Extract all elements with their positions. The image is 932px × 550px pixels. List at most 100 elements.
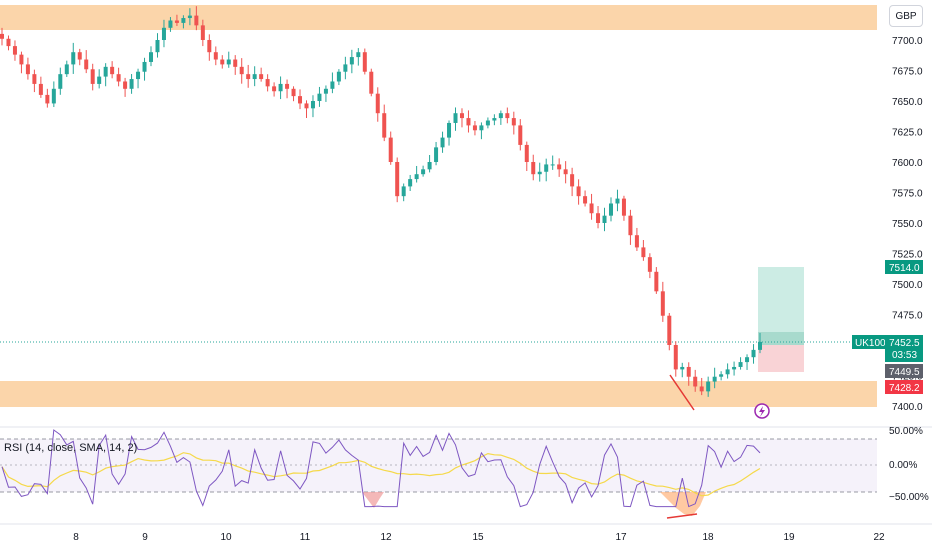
- candle-body: [466, 118, 471, 126]
- candle-body: [129, 79, 134, 89]
- candle-body: [252, 74, 257, 80]
- candle-body: [304, 103, 309, 109]
- candle-body: [492, 118, 497, 121]
- price-tick-label: 7625.0: [892, 128, 923, 139]
- symbol-tag: UK100: [852, 335, 886, 349]
- price-tick-label: 7525.0: [892, 250, 923, 261]
- candle-body: [719, 374, 724, 377]
- date-label: 10: [220, 532, 232, 543]
- candle-body: [278, 83, 283, 92]
- candle-body: [524, 144, 529, 162]
- candle-body: [213, 52, 218, 60]
- candle-body: [745, 357, 750, 363]
- candle-body: [375, 93, 380, 114]
- date-label: 15: [472, 532, 484, 543]
- rsi-title[interactable]: RSI (14, close, SMA, 14, 2): [4, 442, 137, 454]
- candle-body: [570, 174, 575, 187]
- svg-text:7428.2: 7428.2: [889, 383, 920, 394]
- candle-body: [110, 66, 115, 75]
- candle-body: [621, 198, 626, 216]
- candle-body: [84, 59, 89, 70]
- candle-body: [388, 137, 393, 162]
- candle-body: [349, 57, 354, 65]
- date-label: 18: [702, 532, 714, 543]
- candle-body: [45, 94, 50, 104]
- svg-text:7452.5: 7452.5: [889, 338, 920, 349]
- currency-button[interactable]: GBP: [889, 5, 923, 27]
- rsi-oversold-fill-2: [660, 492, 706, 516]
- candle-body: [725, 369, 730, 375]
- svg-text:7449.5: 7449.5: [889, 367, 920, 378]
- resistance-zone: [0, 5, 877, 30]
- candle-body: [647, 257, 652, 272]
- candle-body: [330, 81, 335, 89]
- candle-body: [343, 64, 348, 72]
- candle-body: [447, 122, 452, 138]
- date-label: 22: [873, 532, 885, 543]
- candle-body: [220, 59, 225, 65]
- candle-body: [32, 74, 37, 84]
- candle-body: [336, 71, 341, 82]
- candle-body: [505, 113, 510, 119]
- price-tick-label: 7400.0: [892, 402, 923, 413]
- candle-body: [479, 125, 484, 131]
- price-tick-label: 7600.0: [892, 158, 923, 169]
- candle-body: [408, 179, 413, 187]
- candle-body: [667, 315, 672, 345]
- candle-body: [693, 376, 698, 387]
- candle-body: [706, 381, 711, 392]
- last-price-tag: 7452.5 03:53: [885, 335, 923, 362]
- candle-body: [550, 164, 555, 166]
- candle-body: [103, 66, 108, 77]
- candle-body: [699, 386, 704, 392]
- price-tick-label: 7475.0: [892, 311, 923, 322]
- candle-body: [758, 341, 762, 350]
- stop-loss-zone[interactable]: [758, 345, 804, 372]
- candle-body: [634, 235, 639, 248]
- candle-body: [453, 113, 458, 123]
- price-tick-label: 7500.0: [892, 280, 923, 291]
- entry-price-tag: 7449.5: [885, 364, 923, 378]
- candle-body: [123, 81, 128, 89]
- candle-body: [654, 271, 659, 292]
- divergence-line-rsi: [666, 513, 698, 519]
- candle-body: [686, 366, 691, 377]
- candle-body: [19, 54, 24, 65]
- candle-body: [596, 213, 601, 223]
- date-label: 11: [300, 532, 311, 543]
- candle-body: [116, 74, 121, 82]
- candle-body: [518, 125, 523, 145]
- rsi-axis[interactable]: 50.00% 0.00% −50.00%: [889, 426, 929, 503]
- candle-body: [90, 69, 95, 84]
- candle-body: [356, 52, 361, 58]
- candle-body: [427, 162, 432, 170]
- candle-body: [200, 25, 205, 40]
- candle-body: [608, 203, 613, 216]
- candle-body: [563, 169, 568, 175]
- candle-body: [0, 33, 4, 39]
- candle-body: [732, 366, 737, 370]
- candle-body: [155, 40, 160, 53]
- target-price-tag: 7514.0: [885, 260, 923, 274]
- svg-text:7514.0: 7514.0: [889, 263, 920, 274]
- candle-body: [58, 74, 63, 89]
- candle-body: [531, 162, 536, 175]
- candle-body: [71, 52, 76, 65]
- price-tick-label: 7675.0: [892, 67, 923, 78]
- rsi-tick-label: −50.00%: [889, 492, 929, 503]
- candle-body: [239, 66, 244, 75]
- lightning-icon[interactable]: [754, 403, 770, 419]
- time-axis[interactable]: 8 9 10 11 12 15 17 18 19 22: [73, 532, 885, 543]
- candle-body: [382, 113, 387, 138]
- date-label: 19: [783, 532, 795, 543]
- candle-body: [136, 71, 141, 80]
- date-label: 9: [142, 532, 148, 543]
- candle-body: [161, 27, 166, 40]
- candle-body: [233, 59, 238, 67]
- candle-body: [712, 376, 717, 382]
- candle-body: [272, 86, 277, 92]
- candle-body: [149, 52, 154, 62]
- candle-body: [142, 61, 147, 72]
- candle-body: [174, 20, 179, 23]
